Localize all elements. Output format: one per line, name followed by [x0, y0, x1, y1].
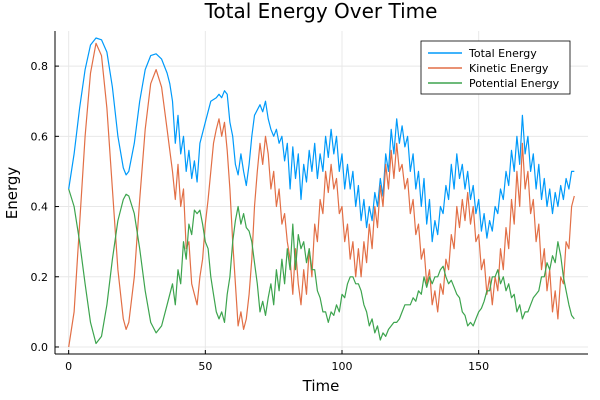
chart-title: Total Energy Over Time	[204, 0, 438, 23]
y-axis-title: Energy	[3, 167, 21, 220]
series-lines	[68, 37, 575, 348]
y-tick-label: 0.2	[31, 271, 49, 284]
x-tick-label: 0	[65, 360, 72, 373]
y-tick-label: 0.6	[31, 130, 49, 143]
y-tick-label: 0.4	[31, 201, 49, 214]
legend-label-potential-energy: Potential Energy	[469, 77, 560, 90]
y-tick-label: 0.8	[31, 60, 49, 73]
series-line-total-energy	[68, 37, 575, 243]
legend: Total Energy Kinetic Energy Potential Ener…	[420, 40, 571, 95]
y-tick-label: 0.0	[31, 341, 49, 354]
x-tick-label: 150	[468, 360, 489, 373]
ticks: 0 50 100 150 0.0 0.2 0.4 0.6 0.8	[31, 60, 490, 373]
x-tick-label: 50	[198, 360, 212, 373]
series-line-potential-energy	[68, 188, 575, 345]
legend-label-total-energy: Total Energy	[468, 47, 537, 60]
legend-label-kinetic-energy: Kinetic Energy	[469, 62, 549, 75]
x-tick-label: 100	[332, 360, 353, 373]
x-axis-title: Time	[302, 377, 340, 395]
series-line-kinetic-energy	[68, 42, 575, 348]
